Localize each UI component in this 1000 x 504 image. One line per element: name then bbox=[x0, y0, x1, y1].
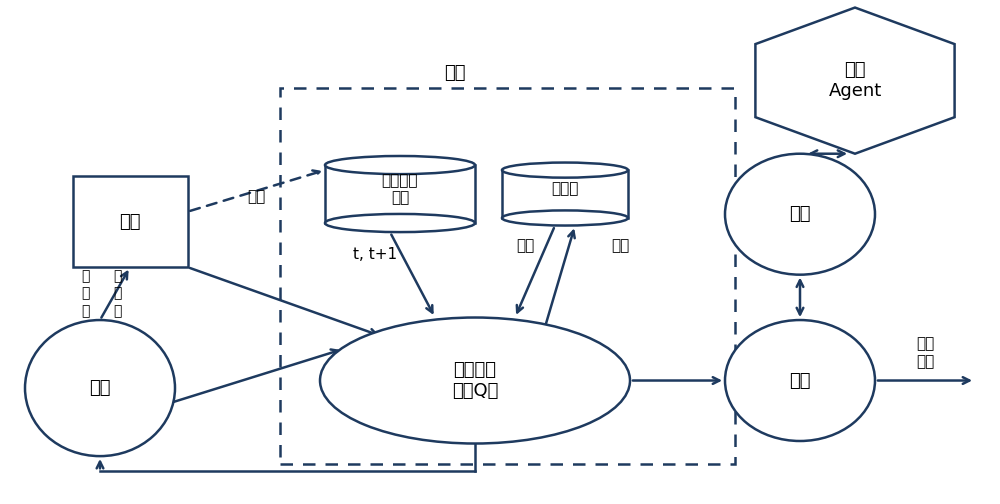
Polygon shape bbox=[755, 8, 955, 154]
Text: 决策: 决策 bbox=[444, 64, 466, 82]
Ellipse shape bbox=[25, 320, 175, 456]
Ellipse shape bbox=[725, 320, 875, 441]
Text: 感知: 感知 bbox=[89, 379, 111, 397]
Text: 更新: 更新 bbox=[611, 238, 629, 253]
Bar bbox=[325, 165, 475, 223]
Text: 历史交通
数据: 历史交通 数据 bbox=[382, 173, 418, 205]
Text: 其他
Agent: 其他 Agent bbox=[828, 61, 882, 100]
Bar bbox=[73, 176, 188, 267]
Text: 状态搜索
更新Q表: 状态搜索 更新Q表 bbox=[452, 361, 498, 400]
Text: 前
通
态: 前 通 态 bbox=[113, 269, 121, 318]
Ellipse shape bbox=[320, 318, 630, 444]
Text: 信号
策略: 信号 策略 bbox=[916, 337, 934, 369]
Bar bbox=[502, 170, 628, 218]
Ellipse shape bbox=[502, 163, 628, 178]
Text: 通信: 通信 bbox=[789, 205, 811, 223]
Ellipse shape bbox=[325, 214, 475, 232]
Ellipse shape bbox=[502, 211, 628, 226]
Ellipse shape bbox=[325, 156, 475, 174]
Ellipse shape bbox=[725, 154, 875, 275]
Text: 知识库: 知识库 bbox=[551, 181, 579, 197]
Text: 学习: 学习 bbox=[516, 238, 534, 253]
Bar bbox=[280, 88, 735, 464]
Text: 更新: 更新 bbox=[247, 189, 265, 204]
Text: 建模: 建模 bbox=[119, 213, 141, 231]
Text: t, t+1: t, t+1 bbox=[353, 247, 397, 262]
Text: 当
交
状: 当 交 状 bbox=[81, 269, 89, 318]
Text: 行为: 行为 bbox=[789, 371, 811, 390]
